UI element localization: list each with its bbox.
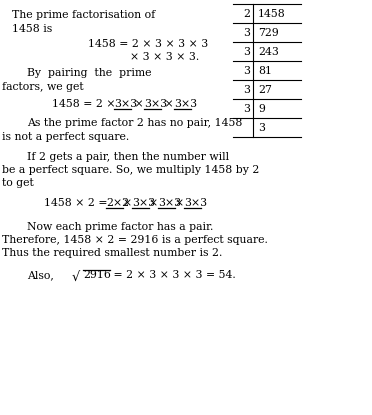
Text: √: √	[72, 271, 80, 284]
Text: = 2 × 3 × 3 × 3 = 54.: = 2 × 3 × 3 × 3 = 54.	[110, 270, 236, 280]
Text: Therefore, 1458 × 2 = 2916 is a perfect square.: Therefore, 1458 × 2 = 2916 is a perfect …	[2, 235, 268, 245]
Text: 3×3: 3×3	[158, 198, 181, 208]
Text: 2×2: 2×2	[106, 198, 129, 208]
Text: 81: 81	[258, 66, 272, 76]
Text: As the prime factor 2 has no pair, 1458: As the prime factor 2 has no pair, 1458	[27, 119, 243, 129]
Text: Now each prime factor has a pair.: Now each prime factor has a pair.	[27, 222, 214, 232]
Text: 3×3: 3×3	[114, 99, 137, 109]
Text: 3×3: 3×3	[132, 198, 155, 208]
Text: 2916: 2916	[83, 270, 111, 280]
Text: Also,: Also,	[27, 270, 54, 280]
Text: By  pairing  the  prime: By pairing the prime	[27, 68, 151, 78]
Text: be a perfect square. So, we multiply 1458 by 2: be a perfect square. So, we multiply 145…	[2, 165, 259, 175]
Text: 1458 × 2 =: 1458 × 2 =	[44, 198, 111, 208]
Text: to get: to get	[2, 178, 34, 188]
Text: × 3 × 3 × 3.: × 3 × 3 × 3.	[130, 53, 199, 63]
Text: The prime factorisation of: The prime factorisation of	[12, 10, 155, 20]
Text: 3: 3	[243, 85, 250, 95]
Text: 3: 3	[243, 105, 250, 115]
Text: 3: 3	[258, 123, 265, 134]
Text: 3: 3	[243, 47, 250, 57]
Text: 1458 = 2 ×: 1458 = 2 ×	[52, 99, 119, 109]
Text: ×: ×	[123, 198, 132, 208]
Text: 27: 27	[258, 85, 272, 95]
Text: ×: ×	[161, 99, 177, 109]
Text: factors, we get: factors, we get	[2, 81, 84, 91]
Text: 3: 3	[243, 29, 250, 39]
Text: is not a perfect square.: is not a perfect square.	[2, 132, 129, 142]
Text: If 2 gets a pair, then the number will: If 2 gets a pair, then the number will	[27, 151, 229, 161]
Text: 3×3: 3×3	[184, 198, 207, 208]
Text: 3: 3	[243, 66, 250, 76]
Text: ×: ×	[175, 198, 184, 208]
Text: ×: ×	[149, 198, 158, 208]
Text: 1458 = 2 × 3 × 3 × 3: 1458 = 2 × 3 × 3 × 3	[88, 39, 208, 49]
Text: Thus the required smallest number is 2.: Thus the required smallest number is 2.	[2, 249, 222, 259]
Text: 243: 243	[258, 47, 279, 57]
Text: 2: 2	[243, 10, 250, 20]
Text: 3×3: 3×3	[174, 99, 197, 109]
Text: 729: 729	[258, 29, 279, 39]
Text: 9: 9	[258, 105, 265, 115]
Text: ×: ×	[131, 99, 147, 109]
Text: 1458: 1458	[258, 10, 286, 20]
Text: 3×3: 3×3	[144, 99, 167, 109]
Text: 1458 is: 1458 is	[12, 24, 52, 34]
